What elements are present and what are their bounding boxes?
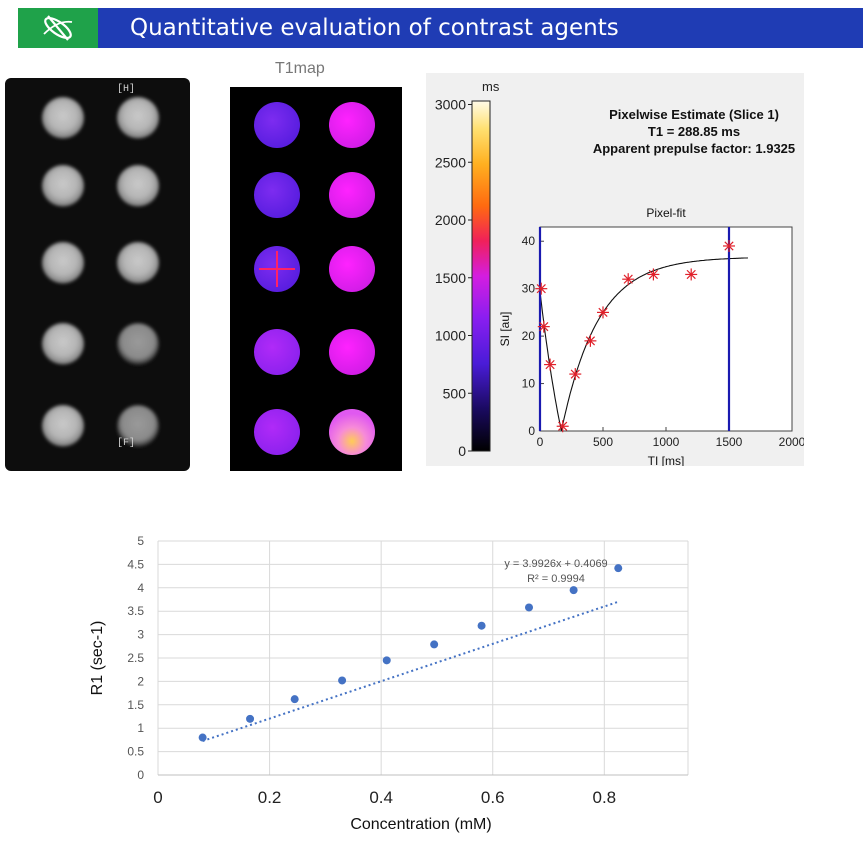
pixelfit-curve [539, 257, 748, 432]
header-banner: Quantitative evaluation of contrast agen… [18, 8, 863, 48]
r1-ytick-label: 4.5 [127, 557, 144, 571]
r1-ytick-label: 1.5 [127, 698, 144, 712]
r1-ytick-label: 4 [137, 581, 144, 595]
pixelfit-xlabel: TI [ms] [648, 454, 685, 466]
pixelfit-point [537, 320, 550, 333]
pixelfit-plot-title: Pixel-fit [646, 206, 686, 220]
estimate-title: Pixelwise Estimate (Slice 1) [609, 107, 779, 122]
colorbar-tick-label: 1000 [435, 328, 466, 344]
pixelfit-ytick-label: 40 [522, 234, 536, 248]
pixelfit-ylabel: SI [au] [498, 312, 512, 347]
r1-data-point [290, 695, 299, 704]
pixelfit-panel: ms 3000 2500 2000 1500 1000 500 0 Pixelwise Es… [426, 73, 806, 468]
pixelfit-point [647, 268, 660, 281]
r1-data-point [614, 564, 623, 573]
r1-data-point [246, 714, 255, 723]
pixelfit-ytick-label: 20 [522, 329, 536, 343]
orbit-logo-icon [43, 15, 73, 41]
pixelfit-xtick-label: 2000 [779, 435, 804, 449]
pixelfit-point [556, 420, 569, 433]
mri-image-panel: [H] [F] [5, 78, 190, 471]
r1-data-point [569, 586, 578, 595]
r1-data-point [338, 676, 347, 685]
pixelfit-point [597, 306, 609, 319]
pixelfit-point [544, 358, 557, 371]
r1-xlabel: Concentration (mM) [350, 816, 491, 833]
r1-chart-svg: 0 0.5 1 1.5 2 2.5 3 3.5 4 4.5 5 0 0.2 0.4 0.6 0.8 y = 3… [89, 534, 689, 833]
r1-ytick-label: 0 [137, 768, 144, 782]
r1-xtick-label: 0.8 [592, 788, 616, 807]
t1map-image [230, 87, 402, 471]
t1map-image-panel [230, 87, 402, 471]
r1-xtick-label: 0.4 [369, 788, 393, 807]
pixelfit-ytick-label: 0 [528, 424, 535, 438]
colorbar-tick-label: 1500 [435, 270, 466, 286]
pixelfit-point [584, 334, 597, 347]
logo [18, 8, 98, 48]
pixelfit-xtick-label: 500 [593, 435, 613, 449]
r1-ytick-label: 5 [137, 534, 144, 548]
label-h: [H] [117, 83, 135, 95]
pixelfit-ytick-label: 30 [522, 282, 536, 296]
r1-data-point [525, 603, 533, 612]
pixelfit-xtick-label: 1500 [716, 435, 743, 449]
r1-ytick-label: 0.5 [127, 745, 144, 759]
r1-xtick-label: 0.6 [481, 788, 505, 807]
colorbar-tick-label: 0 [458, 443, 466, 459]
pixelfit-point [723, 239, 735, 252]
r1-ytick-label: 1 [137, 721, 144, 735]
prepulse-value: Apparent prepulse factor: 1.9325 [593, 141, 795, 156]
r1-ytick-label: 2.5 [127, 651, 144, 665]
pixelfit-plot-area [539, 226, 793, 432]
trendline-r2: R² = 0.9994 [527, 573, 585, 585]
r1-data-point [430, 640, 439, 649]
pixelfit-xtick-label: 0 [537, 435, 544, 449]
r1-ytick-label: 3.5 [127, 604, 144, 618]
label-f: [F] [117, 437, 135, 449]
r1-xtick-label: 0.2 [258, 788, 282, 807]
r1-ytick-label: 2 [137, 674, 144, 688]
pixelfit-point [622, 273, 635, 286]
r1-ytick-label: 3 [137, 628, 144, 642]
colorbar-tick-label: 2000 [435, 212, 466, 228]
crosshair-marker [259, 251, 295, 287]
colorbar-unit: ms [482, 79, 500, 94]
trendline-equation: y = 3.9926x + 0.4069 [504, 558, 607, 570]
t1map-title: T1map [275, 60, 325, 77]
pixelfit-point [569, 368, 582, 381]
pixelfit-point [535, 282, 548, 295]
r1-data-point [382, 656, 391, 665]
r1-data-point [198, 733, 207, 742]
r1-ylabel: R1 (sec-1) [89, 621, 106, 696]
colorbar [471, 100, 491, 452]
colorbar-tick-label: 2500 [435, 154, 466, 170]
t1-value: T1 = 288.85 ms [648, 124, 740, 139]
mri-image: [H] [F] [5, 78, 190, 471]
r1-chart: 0 0.5 1 1.5 2 2.5 3 3.5 4 4.5 5 0 0.2 0.4 0.6 0.8 y = 3… [80, 525, 700, 840]
pixelfit-xtick-label: 1000 [653, 435, 680, 449]
pixelfit-point [685, 268, 698, 281]
page-title: Quantitative evaluation of contrast agen… [130, 15, 619, 41]
r1-trendline [202, 600, 619, 742]
r1-data-point [477, 621, 486, 630]
r1-xtick-label: 0 [153, 788, 162, 807]
pixelfit-ytick-label: 10 [522, 377, 536, 391]
colorbar-tick-label: 3000 [435, 97, 466, 113]
colorbar-tick-label: 500 [443, 385, 467, 401]
